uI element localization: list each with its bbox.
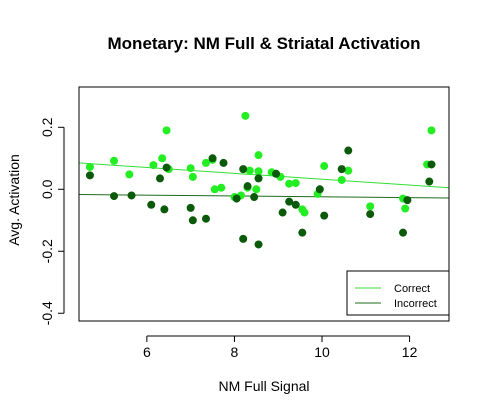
data-point-correct	[320, 162, 329, 171]
x-tick-label: 12	[402, 344, 418, 360]
data-point-correct	[85, 162, 94, 171]
y-tick-label: -0.4	[39, 301, 55, 325]
data-point-incorrect	[160, 205, 169, 214]
data-point-correct	[201, 158, 210, 167]
data-point-correct	[401, 204, 410, 213]
data-point-incorrect	[278, 208, 287, 217]
data-point-incorrect	[232, 194, 241, 203]
axes: 6 8 10 12 -0.4 -0.2 0.0 0.2	[39, 117, 418, 360]
legend: Correct Incorrect	[346, 270, 450, 316]
data-point-incorrect	[403, 196, 412, 205]
data-point-incorrect	[366, 210, 375, 219]
data-point-correct	[337, 175, 346, 184]
data-point-correct	[254, 151, 263, 160]
data-point-incorrect	[337, 165, 346, 174]
plot-frame	[78, 86, 450, 322]
data-point-correct	[158, 154, 167, 163]
data-point-incorrect	[243, 182, 252, 191]
data-point-correct	[149, 161, 158, 170]
data-point-incorrect	[201, 214, 210, 223]
y-tick-label: 0.0	[39, 179, 55, 199]
data-point-incorrect	[127, 191, 136, 200]
x-tick-label: 6	[143, 344, 151, 360]
y-tick-label: -0.2	[39, 239, 55, 263]
data-point-correct	[245, 166, 254, 175]
data-point-incorrect	[399, 228, 408, 237]
data-point-incorrect	[254, 174, 263, 183]
data-point-incorrect	[250, 193, 259, 202]
data-point-incorrect	[186, 203, 195, 212]
data-point-correct	[344, 166, 353, 175]
data-point-correct	[125, 170, 134, 179]
data-point-correct	[252, 185, 261, 194]
data-point-incorrect	[344, 146, 353, 155]
data-point-incorrect	[425, 177, 434, 186]
data-point-correct	[110, 156, 119, 165]
data-point-incorrect	[85, 171, 94, 180]
x-axis-label: NM Full Signal	[218, 378, 309, 394]
data-point-correct	[210, 185, 219, 194]
data-point-incorrect	[272, 169, 281, 178]
data-point-incorrect	[110, 192, 119, 201]
data-point-correct	[254, 167, 263, 176]
legend-label-incorrect: Incorrect	[394, 298, 437, 310]
data-point-incorrect	[239, 165, 248, 174]
data-point-correct	[300, 208, 309, 217]
chart-title: Monetary: NM Full & Striatal Activation	[108, 34, 421, 53]
data-point-incorrect	[147, 200, 156, 209]
trend-line-correct	[78, 162, 450, 189]
data-point-incorrect	[219, 158, 228, 167]
y-axis-label: Avg. Activation	[6, 154, 22, 246]
data-point-correct	[162, 126, 171, 135]
data-point-incorrect	[156, 174, 165, 183]
data-point-incorrect	[188, 216, 197, 225]
data-point-correct	[285, 179, 294, 188]
data-point-correct	[366, 202, 375, 211]
x-tick-label: 8	[231, 344, 239, 360]
data-point-incorrect	[298, 228, 307, 237]
legend-label-correct: Correct	[394, 283, 430, 295]
legend-box	[346, 270, 450, 316]
data-point-incorrect	[239, 234, 248, 243]
x-tick-label: 10	[314, 344, 330, 360]
data-point-correct	[188, 172, 197, 181]
data-point-correct	[186, 164, 195, 173]
data-point-correct	[291, 179, 300, 188]
data-point-correct	[217, 183, 226, 192]
y-tick-label: 0.2	[39, 117, 55, 137]
plot-area	[78, 111, 450, 249]
data-point-incorrect	[427, 160, 436, 169]
data-point-incorrect	[285, 197, 294, 206]
trend-line-incorrect	[78, 194, 450, 199]
data-point-incorrect	[320, 211, 329, 220]
data-point-correct	[427, 126, 436, 135]
data-point-incorrect	[315, 185, 324, 194]
data-point-incorrect	[208, 154, 217, 163]
data-point-correct	[241, 111, 250, 120]
data-point-incorrect	[254, 240, 263, 249]
data-point-incorrect	[291, 200, 300, 209]
data-point-incorrect	[162, 163, 171, 172]
